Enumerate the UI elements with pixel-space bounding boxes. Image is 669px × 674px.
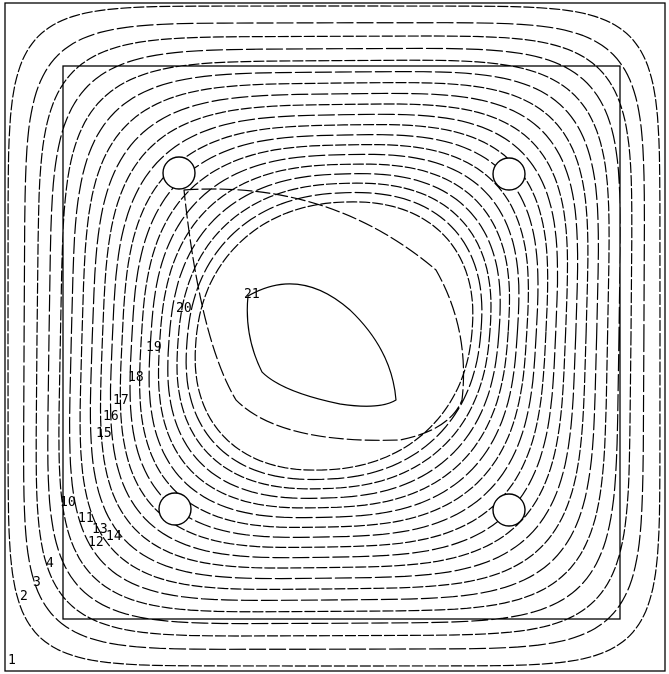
contour-level-1	[7, 5, 661, 667]
contour-level-3	[35, 35, 633, 637]
label-16: 16	[103, 409, 119, 424]
label-11: 11	[78, 511, 94, 526]
reinforcement-holes	[158, 156, 526, 527]
contour-level-17	[176, 182, 492, 490]
hole-top-right	[492, 157, 526, 191]
hole-top-left	[162, 156, 196, 190]
contour-level-11	[119, 124, 549, 548]
label-13: 13	[92, 522, 108, 537]
contour-level-21	[246, 283, 397, 407]
label-15: 15	[96, 426, 112, 441]
label-14: 14	[106, 529, 122, 544]
contour-level-20	[183, 188, 465, 441]
label-17: 17	[113, 393, 129, 408]
outer-boundary	[4, 2, 666, 672]
hole-bottom-right	[492, 493, 526, 527]
label-4: 4	[46, 556, 54, 571]
label-10: 10	[60, 495, 76, 510]
contour-level-15	[157, 163, 511, 509]
contour-level-8	[89, 92, 579, 580]
label-21: 21	[244, 287, 260, 302]
contour-level-13	[139, 144, 529, 528]
contour-level-12	[129, 134, 539, 538]
contour-level-9	[99, 103, 569, 569]
contour-level-2	[23, 22, 645, 650]
core-contours	[183, 188, 465, 441]
contour-level-5	[58, 59, 610, 613]
contour-level-6	[69, 71, 599, 601]
contour-level-16	[167, 173, 501, 499]
label-18: 18	[128, 370, 144, 385]
label-1: 1	[8, 653, 16, 668]
label-20: 20	[176, 301, 192, 316]
label-19: 19	[146, 340, 162, 355]
label-3: 3	[33, 575, 41, 590]
inner-section-boundary	[62, 65, 621, 620]
contour-level-19	[194, 201, 474, 471]
contour-level-14	[148, 153, 520, 519]
contour-lines	[7, 5, 661, 667]
contour-level-7	[79, 82, 589, 590]
label-2: 2	[20, 589, 28, 604]
hole-bottom-left	[158, 492, 192, 526]
contour-level-18	[185, 191, 483, 481]
contour-level-4	[47, 47, 621, 625]
contour-level-10	[109, 113, 559, 559]
label-12: 12	[88, 535, 104, 550]
